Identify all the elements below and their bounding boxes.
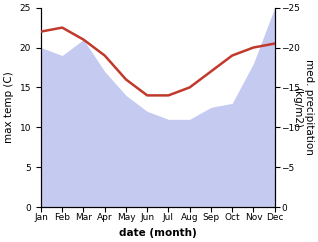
Y-axis label: max temp (C): max temp (C): [4, 71, 14, 143]
X-axis label: date (month): date (month): [119, 228, 197, 238]
Y-axis label: med. precipitation
(kg/m2): med. precipitation (kg/m2): [292, 59, 314, 155]
